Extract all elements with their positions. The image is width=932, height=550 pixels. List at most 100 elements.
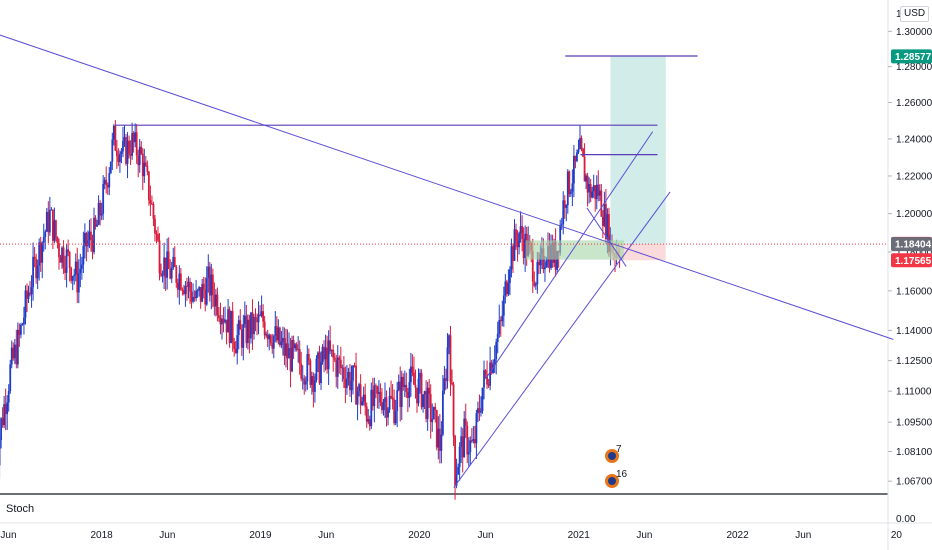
candle-body [350,380,353,391]
stoch-indicator-label[interactable]: Stoch [6,503,35,515]
drawing-tools[interactable] [0,24,894,488]
candle-body [531,251,534,282]
candle-body [378,391,380,394]
candle-body [359,384,362,406]
candle-body [455,474,458,486]
candle-body [41,242,44,263]
candle-body [102,184,105,214]
candle-body [199,287,202,302]
candle-body [173,257,176,267]
candle-body [394,411,397,424]
candle-body [470,440,473,442]
candle-body [236,335,239,354]
price-tag-bg [891,49,932,64]
candle-body [231,310,234,342]
candle-body [15,344,18,365]
time-tick-label: 20 [891,530,903,541]
candle-body [147,171,150,201]
candle-body [608,214,610,252]
candle-body [13,344,16,359]
candle-body [3,404,6,426]
candle-body [178,273,181,290]
candle-body [495,341,498,360]
candle-body [481,387,484,411]
candle-body [603,203,606,226]
price-axis[interactable]: 1.30000 1.28000 1.26000 1.24000 1.22000 1.200… [888,9,932,525]
candle-body [441,390,444,435]
candle-body [519,226,522,234]
currency-button[interactable]: USD [900,6,930,22]
candle-body [339,359,342,369]
candle-body [595,184,598,200]
candle-body [310,376,313,385]
economic-event-marker[interactable]: 7 [605,444,622,463]
candle-body [408,382,411,398]
candle-body [109,161,112,174]
candle-body [211,274,214,295]
candle-body [374,385,377,387]
candle-body [33,256,36,259]
candle-body [204,289,207,305]
candle-body [358,384,360,392]
candle-body [461,436,464,458]
candle-body [588,183,591,193]
candle-body [400,376,403,407]
candle-body [507,283,510,295]
candle-body [246,319,249,344]
candle-body [496,333,499,342]
candle-body [289,348,292,372]
economic-event-marker[interactable]: 16 [605,469,628,488]
candle-body [457,466,460,475]
candle-body [103,179,106,185]
candle-body [460,436,463,447]
candle-body [286,343,289,359]
candle-body [321,346,324,362]
candle-body [314,380,316,392]
candle-body [120,151,123,154]
candle-body [349,371,351,391]
candle-body [222,318,225,323]
candle-body [432,407,435,420]
candle-body [368,419,371,427]
candle-body [449,335,452,383]
candle-body [195,290,197,299]
candle-body [132,133,135,143]
price-tag-label: 1.18404 [895,240,932,251]
candle-body [326,347,329,370]
candle-body [513,229,516,261]
candle-body [571,183,574,192]
event-count: 16 [616,469,628,480]
price-tick-label: 1.08100 [896,447,932,458]
candle-body [278,327,281,346]
candle-body [272,335,275,349]
candle-body [475,413,478,444]
candle-body [356,391,359,405]
candle-body [213,294,216,307]
candle-body [466,425,469,455]
candle-body [149,200,152,204]
candle-body [464,418,467,426]
candle-body [111,139,114,162]
candle-body [27,292,30,299]
candle-body [59,257,62,263]
time-tick-label: 2021 [568,530,591,541]
candle-body [158,240,161,274]
candle-body [10,347,13,365]
candle-body [323,346,325,360]
candle-body [563,200,566,208]
time-axis[interactable]: Jun 2018 Jun 2019 Jun 2020 Jun 2021 Jun 2022 Jun 20 [0,530,902,541]
economic-events[interactable]: 7 16 [605,444,628,488]
candle-body [260,311,263,316]
candle-body [285,343,287,356]
candle-body [397,381,400,391]
candle-body [64,267,66,273]
candle-body [70,267,73,281]
candle-body [126,140,129,164]
candle-body [486,374,488,385]
candle-body [586,175,589,193]
candle-body [512,246,514,261]
candle-body [175,266,178,283]
candle-body [384,397,386,403]
